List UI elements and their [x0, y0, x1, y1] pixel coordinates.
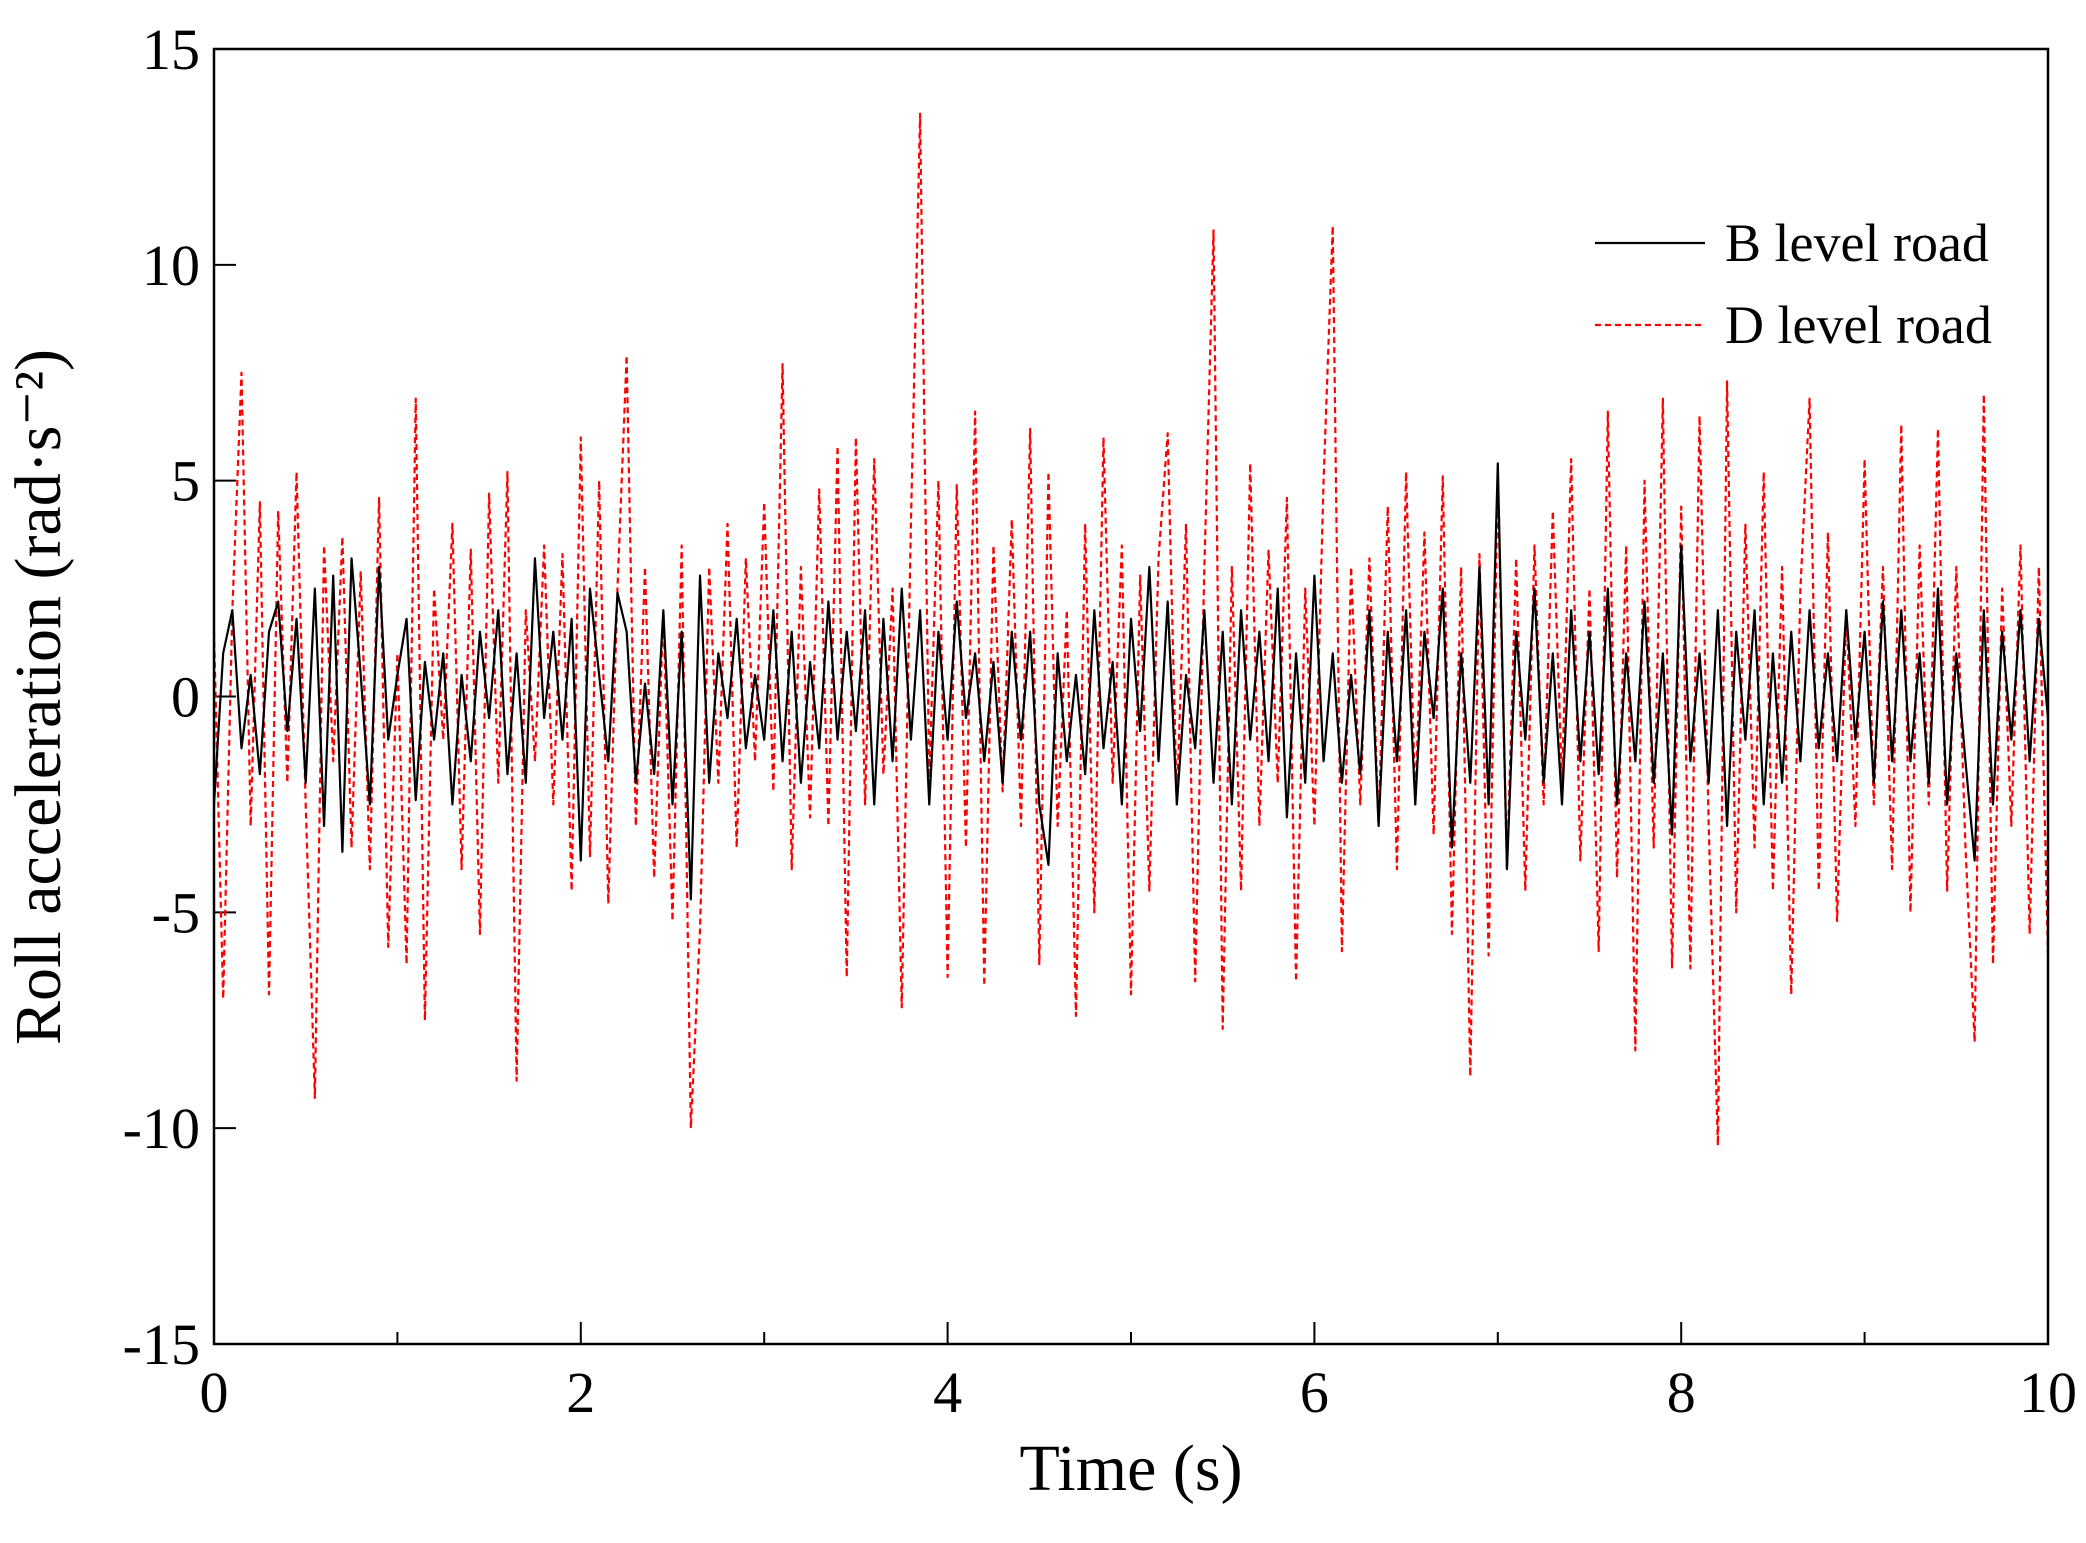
- y-tick-label: 15: [142, 17, 200, 82]
- x-tick-label: 2: [566, 1360, 595, 1425]
- x-tick-label: 6: [1300, 1360, 1329, 1425]
- x-tick-label: 8: [1667, 1360, 1696, 1425]
- plot-frame: [212, 47, 2050, 1346]
- legend-label: D level road: [1725, 295, 1992, 355]
- x-tick-label: 0: [200, 1360, 229, 1425]
- y-tick-label: 10: [142, 233, 200, 298]
- y-tick-label: 5: [171, 449, 200, 514]
- series-line: [212, 112, 2050, 1147]
- legend-label: B level road: [1725, 213, 1989, 273]
- y-tick-label: -5: [152, 880, 200, 945]
- x-axis-title: Time (s): [1019, 1432, 1242, 1505]
- y-tick-label: 0: [171, 665, 200, 730]
- series-line: [212, 462, 2050, 901]
- y-tick-label: -15: [123, 1312, 200, 1377]
- x-tick-label: 4: [933, 1360, 962, 1425]
- x-tick-label: 10: [2019, 1360, 2077, 1425]
- y-axis-title: Roll acceleration (rad·s⁻²): [2, 349, 75, 1045]
- y-tick-label: -10: [123, 1096, 200, 1161]
